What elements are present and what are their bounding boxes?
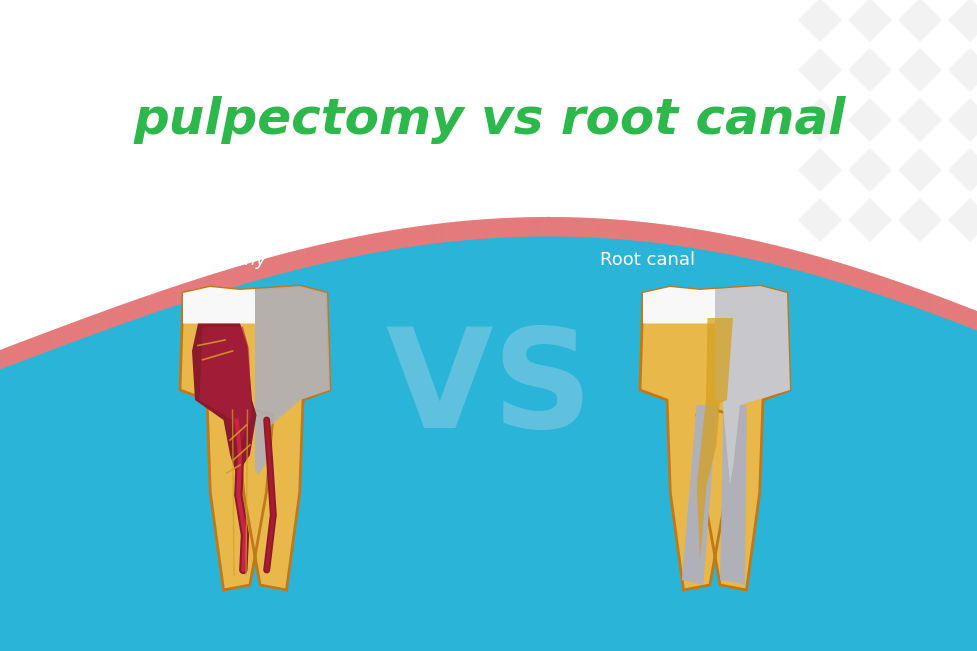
Polygon shape [947,148,977,192]
Polygon shape [255,286,329,475]
Polygon shape [847,148,891,192]
Text: VS: VS [385,322,592,458]
Polygon shape [714,286,789,485]
Polygon shape [639,286,789,590]
Polygon shape [719,405,745,585]
Polygon shape [897,198,941,242]
Polygon shape [642,287,714,324]
Polygon shape [947,198,977,242]
Text: Root canal: Root canal [599,251,695,269]
Polygon shape [847,198,891,242]
Polygon shape [897,148,941,192]
Polygon shape [947,0,977,42]
Polygon shape [797,148,841,192]
Polygon shape [897,98,941,142]
Polygon shape [0,0,977,350]
Polygon shape [847,0,891,42]
Polygon shape [897,0,941,42]
Text: pulpectomy vs root canal: pulpectomy vs root canal [134,96,845,144]
Polygon shape [183,287,255,324]
Polygon shape [191,324,256,475]
Polygon shape [847,98,891,142]
Text: pulpectomy: pulpectomy [160,251,266,269]
Polygon shape [797,0,841,42]
Polygon shape [180,286,329,590]
Polygon shape [947,48,977,92]
Polygon shape [199,327,251,445]
Polygon shape [696,318,732,560]
Polygon shape [847,48,891,92]
Polygon shape [681,405,717,585]
Polygon shape [897,48,941,92]
Polygon shape [797,198,841,242]
Polygon shape [797,98,841,142]
Polygon shape [797,48,841,92]
Polygon shape [947,98,977,142]
